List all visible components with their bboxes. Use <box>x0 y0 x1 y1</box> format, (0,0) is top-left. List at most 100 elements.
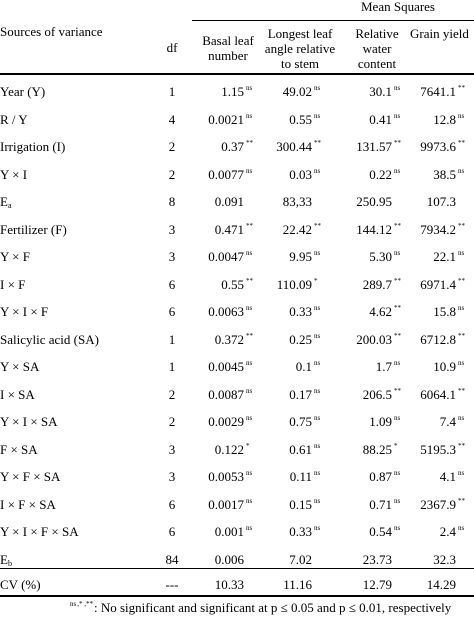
col-header-leaf-angle: Longest leaf angle relative to stem <box>256 26 344 71</box>
rwc-cell: 0.22 ns <box>336 167 408 183</box>
df-cell: 6 <box>168 276 176 292</box>
source-label: Irrigation (I) <box>0 139 66 154</box>
source-label: Salicylic acid (SA) <box>0 331 99 347</box>
basal-leaf-cell: 0.0017 ns <box>196 497 260 513</box>
source-label: Fertilizer (F) <box>0 221 67 237</box>
df-cell: 8 <box>168 194 176 209</box>
value: 7.02 <box>289 551 312 567</box>
source-cell: Ea <box>0 194 12 210</box>
table-row: R / Y 4 0.0021 ns 0.55 ns 0.41 ns 12.8 ns <box>0 106 474 135</box>
value: 2.4 <box>439 524 456 539</box>
basal-leaf-cell: 0.37 ** <box>196 139 260 155</box>
value: 30.1 <box>369 84 392 99</box>
significance-mark: ns <box>246 469 253 477</box>
leaf-angle-cell: 7.02 <box>262 552 328 568</box>
table-row: Y × F × SA 3 0.0053 ns 0.11 ns 0.87 ns 4.1 ns <box>0 463 474 492</box>
source-label: Y × F × SA <box>0 469 61 484</box>
source-cell: Year (Y) <box>0 84 45 100</box>
value: 206.5 <box>362 386 392 402</box>
value: 4.1 <box>439 469 456 484</box>
value: 22.42 <box>282 221 312 237</box>
source-cell: Y × I <box>0 167 27 183</box>
grain-yield-cell: 4.1 ns <box>406 469 472 485</box>
df-cell: 3 <box>168 441 176 457</box>
source-label: R / Y <box>0 111 28 127</box>
col-header-grain-yield-line1: Grain yield <box>410 26 469 41</box>
value: 9973.6 <box>420 139 456 154</box>
source-label: Y × I × SA <box>0 414 58 429</box>
value: 11.16 <box>283 577 312 592</box>
significance-mark: ns <box>314 414 321 422</box>
value: 0.71 <box>369 496 392 512</box>
significance-mark: ** <box>394 304 401 312</box>
significance-mark: ** <box>246 276 253 285</box>
significance-mark: ns <box>246 524 253 532</box>
significance-mark: ns <box>314 111 321 120</box>
basal-leaf-cell: 0.122 * <box>196 442 260 458</box>
source-subscript: a <box>7 201 12 210</box>
source-label: E <box>0 551 8 567</box>
basal-leaf-cell: 1.15 ns <box>196 84 260 100</box>
df-cell: --- <box>165 577 179 592</box>
significance-mark: ** <box>246 221 253 230</box>
value: 6712.8 <box>420 331 456 347</box>
significance-mark: ns <box>394 496 401 505</box>
value: 7934.2 <box>420 221 456 237</box>
leaf-angle-cell: 22.42 ** <box>262 222 328 238</box>
source-cell: Salicylic acid (SA) <box>0 332 99 348</box>
grain-yield-cell: 2367.9 ** <box>406 497 472 513</box>
leaf-angle-cell: 0.15 ns <box>262 497 328 513</box>
source-cell: I × SA <box>0 387 35 403</box>
source-label: I × F <box>0 276 26 292</box>
significance-mark: ns <box>314 496 321 505</box>
value: 0.0077 <box>208 166 244 182</box>
significance-mark: ns <box>314 249 321 257</box>
significance-mark: ns <box>246 111 253 120</box>
value: 0.33 <box>289 304 312 319</box>
df-cell: 2 <box>168 414 176 429</box>
significance-mark: ** <box>458 441 465 450</box>
source-cell: Y × I × SA <box>0 414 58 430</box>
significance-mark: ns <box>246 386 253 395</box>
source-cell: Irrigation (I) <box>0 139 65 155</box>
grain-yield-cell: 9973.6 ** <box>406 139 472 155</box>
table-row: I × F × SA 6 0.0017 ns 0.15 ns 0.71 ns 2367.9 ** <box>0 491 474 520</box>
table-row: Eb 84 0.006 7.02 23.73 32.3 <box>0 546 474 575</box>
significance-mark: ** <box>458 221 465 230</box>
rwc-cell: 1.09 ns <box>336 414 408 430</box>
significance-mark: ** <box>458 276 465 285</box>
rwc-cell: 0.71 ns <box>336 497 408 513</box>
df-cell: 4 <box>168 111 176 127</box>
leaf-angle-cell: 300.44 ** <box>262 139 328 155</box>
source-label: Year (Y) <box>0 84 46 99</box>
col-header-rwc-line1: Relative <box>355 26 399 41</box>
value: 0.22 <box>369 166 392 182</box>
significance-mark: ** <box>314 139 321 147</box>
value: 0.471 <box>214 221 244 237</box>
col-header-rwc-line3: content <box>357 56 397 71</box>
significance-mark: ns <box>458 524 465 532</box>
basal-leaf-cell: 0.372 ** <box>196 332 260 348</box>
df-cell: 2 <box>168 386 176 402</box>
grain-yield-cell: 6712.8 ** <box>406 332 472 348</box>
significance-mark: ns <box>394 166 401 175</box>
leaf-angle-cell: 0.33 ns <box>262 304 328 320</box>
basal-leaf-cell: 0.471 ** <box>196 222 260 238</box>
significance-mark: ns <box>246 166 253 175</box>
basal-leaf-cell: 10.33 <box>196 577 260 593</box>
significance-mark: ns <box>314 331 321 340</box>
footnote: ns,* ,**: No significant and significant… <box>70 600 451 616</box>
significance-mark: ns <box>314 304 321 312</box>
value: 0.03 <box>289 166 312 182</box>
value: 83,33 <box>282 194 312 209</box>
table-row: CV (%) --- 10.33 11.16 12.79 14.29 <box>0 571 474 600</box>
value: 4.62 <box>369 304 392 319</box>
source-label: F × SA <box>0 441 38 457</box>
rwc-cell: 30.1 ns <box>336 84 408 100</box>
value: 0.0021 <box>208 111 244 127</box>
table-row: Y × I × SA 2 0.0029 ns 0.75 ns 1.09 ns 7.4 ns <box>0 408 474 437</box>
rwc-cell: 23.73 <box>336 552 408 568</box>
grain-yield-cell: 12.8 ns <box>406 112 472 128</box>
value: 12.79 <box>362 577 392 592</box>
significance-mark: ns <box>394 111 401 120</box>
